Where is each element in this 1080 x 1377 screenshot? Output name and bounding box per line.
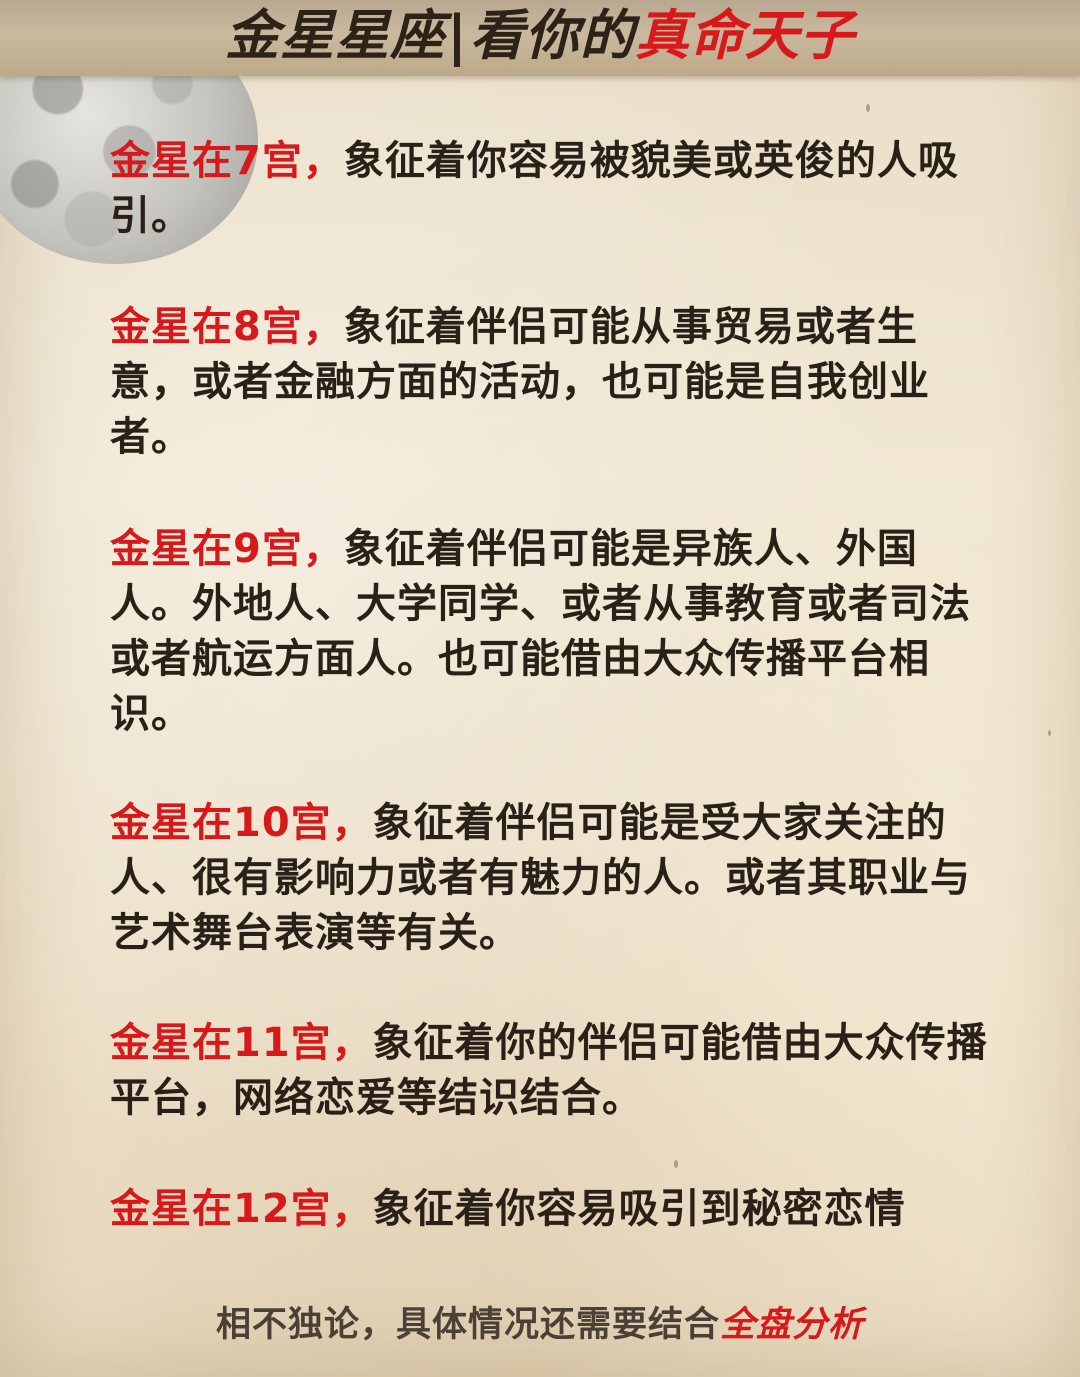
title-separator: | [447, 4, 468, 67]
page-title: 金星星座|看你的真命天子 [0, 4, 1080, 68]
list-item-house-10: 金星在10宫，象征着伴侣可能是受大家关注的人、很有影响力或者有魅力的人。或者其职… [110, 796, 990, 961]
item-text: 象征着伴侣可能是异族人、外国人。外地人、大学同学、或者从事教育或者司法或者航运方… [110, 526, 971, 737]
list-item-house-12: 金星在12宫，象征着你容易吸引到秘密恋情 [110, 1182, 906, 1237]
paper-speck [1048, 730, 1051, 736]
item-highlight: 金星在9宫， [110, 526, 344, 572]
item-highlight: 金星在7宫， [110, 138, 344, 184]
paper-speck [674, 1160, 678, 1168]
item-text: 象征着伴侣可能是受大家关注的人、很有影响力或者有魅力的人。或者其职业与艺术舞台表… [110, 800, 971, 956]
title-highlight: 真命天子 [634, 4, 855, 67]
footer-note: 相不独论，具体情况还需要结合全盘分析 [0, 1296, 1080, 1347]
item-highlight: 金星在11宫， [110, 1020, 373, 1066]
title-banner: 金星星座|看你的真命天子 [0, 0, 1080, 76]
item-text: 象征着你容易被貌美或英俊的人吸引。 [110, 138, 959, 239]
footer-text: 相不独论，具体情况还需要结合 [215, 1305, 720, 1345]
list-item-house-8: 金星在8宫，象征着伴侣可能从事贸易或者生意，或者金融方面的活动，也可能是自我创业… [110, 300, 990, 465]
item-text: 象征着伴侣可能从事贸易或者生意，或者金融方面的活动，也可能是自我创业者。 [110, 304, 930, 460]
list-item-house-11: 金星在11宫，象征着你的伴侣可能借由大众传播平台，网络恋爱等结识结合。 [110, 1016, 990, 1126]
title-prefix: 金星星座 [225, 4, 446, 67]
item-text: 象征着你容易吸引到秘密恋情 [372, 1186, 906, 1232]
item-highlight: 金星在8宫， [110, 304, 344, 350]
footer-highlight: 全盘分析 [720, 1305, 865, 1345]
item-highlight: 金星在12宫， [110, 1186, 373, 1232]
item-text: 象征着你的伴侣可能借由大众传播平台，网络恋爱等结识结合。 [110, 1020, 988, 1121]
paper-speck [866, 104, 870, 112]
item-highlight: 金星在10宫， [110, 800, 373, 846]
title-middle: 看你的 [469, 4, 635, 67]
list-item-house-7: 金星在7宫，象征着你容易被貌美或英俊的人吸引。 [110, 134, 990, 244]
list-item-house-9: 金星在9宫，象征着伴侣可能是异族人、外国人。外地人、大学同学、或者从事教育或者司… [110, 522, 990, 742]
